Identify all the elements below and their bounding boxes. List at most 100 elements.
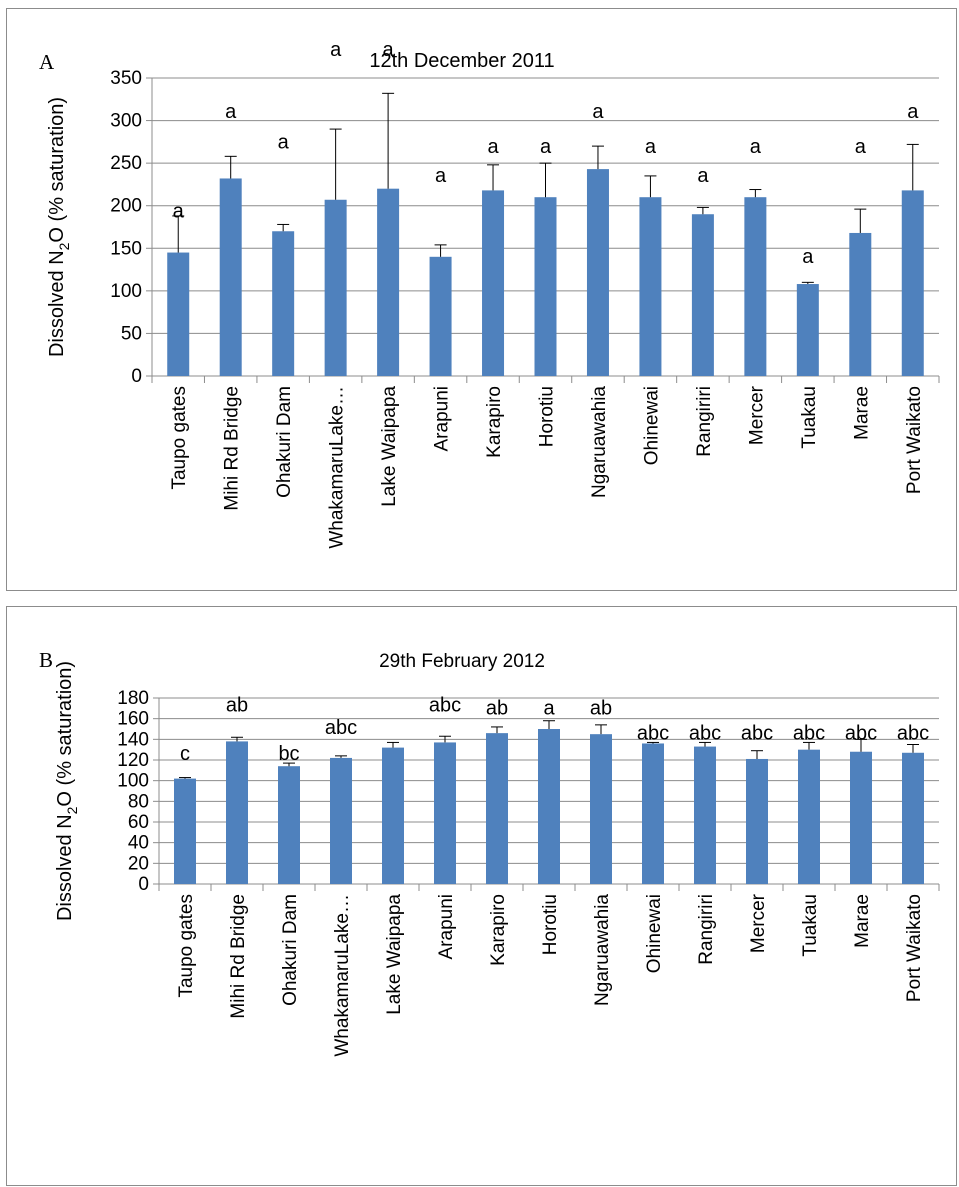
bar	[324, 199, 347, 376]
bar	[377, 188, 400, 376]
x-tick-label: Lake Waipapa	[384, 894, 405, 1015]
chart-title: 29th February 2012	[379, 651, 545, 672]
x-tick-label: Karapiro	[488, 894, 509, 966]
significance-label: ab	[590, 698, 612, 720]
x-tick-label: Ohakuri Dam	[274, 386, 295, 498]
panel-label: B	[39, 648, 53, 672]
panel-label: A	[39, 50, 55, 74]
bar	[429, 256, 452, 376]
significance-label: a	[645, 136, 657, 158]
significance-label: a	[487, 136, 499, 158]
bar	[642, 743, 664, 884]
significance-label: c	[180, 743, 190, 765]
y-tick-label: 160	[117, 709, 149, 730]
x-tick-label: Rangiriri	[696, 894, 717, 965]
y-tick-label: 150	[110, 238, 142, 259]
x-tick-label: Horotiu	[540, 894, 561, 955]
bar	[226, 741, 248, 884]
y-tick-label: 60	[128, 812, 149, 833]
x-tick-label: Arapuni	[436, 894, 457, 960]
x-tick-label: Port Waikato	[904, 894, 925, 1002]
x-tick-label: Ohinewai	[641, 386, 662, 465]
significance-label: abc	[845, 722, 877, 744]
significance-label: abc	[793, 722, 825, 744]
y-axis-label: Dissolved N2O (% saturation)	[46, 97, 72, 357]
significance-label: bc	[278, 743, 299, 765]
x-tick-label: Mercer	[746, 385, 767, 445]
significance-label: a	[383, 39, 395, 61]
bar	[534, 197, 557, 376]
chart-title: 12th December 2011	[369, 50, 554, 72]
y-tick-label: 140	[117, 729, 149, 750]
x-tick-label: Rangiriri	[694, 386, 715, 457]
significance-label: a	[330, 39, 342, 61]
significance-label: a	[855, 136, 867, 158]
bar	[639, 197, 662, 376]
significance-label: a	[225, 101, 237, 123]
bar	[278, 766, 300, 884]
y-tick-label: 50	[121, 323, 142, 344]
x-tick-label: Ngaruawahia	[589, 386, 610, 498]
bar	[694, 746, 716, 884]
significance-label: a	[435, 165, 447, 187]
significance-label: a	[278, 132, 290, 154]
chart-a: A 12th December 2011 0 50 100 150 200 250 300 350…	[39, 39, 940, 549]
x-tick-label: Ngaruawahia	[592, 894, 613, 1006]
bar	[849, 232, 872, 376]
y-tick-label: 20	[128, 853, 149, 874]
significance-label: abc	[429, 694, 461, 716]
bar	[901, 190, 924, 376]
x-tick-label: Horotiu	[537, 386, 558, 447]
x-tick-label: Karapiro	[484, 386, 505, 458]
chart-b: B 29th February 2012 020406080100120140160…	[39, 648, 940, 1057]
y-tick-label: 100	[117, 771, 149, 792]
bar	[219, 178, 242, 376]
y-tick-label: 300	[110, 111, 142, 132]
x-tick-label: Lake Waipapa	[379, 386, 400, 507]
x-tick-label: Mihi Rd Bridge	[228, 894, 249, 1019]
bar	[538, 729, 560, 884]
bar	[590, 734, 612, 884]
y-tick-label: 0	[131, 366, 142, 387]
significance-label: a	[907, 101, 919, 123]
x-tick-label: WhakamaruLake…	[332, 894, 353, 1057]
bar	[482, 190, 505, 376]
bar	[798, 749, 820, 884]
significance-label: ab	[226, 694, 248, 716]
y-axis-label: Dissolved N2O (% saturation)	[54, 661, 80, 921]
bar	[434, 742, 456, 884]
significance-label: ab	[486, 698, 508, 720]
bar	[902, 752, 924, 884]
bar	[167, 252, 190, 376]
y-tick-label: 40	[128, 833, 149, 854]
y-tick-label: 0	[138, 874, 149, 895]
bar	[691, 214, 714, 376]
y-tick-label: 80	[128, 791, 149, 812]
y-tick-label: 120	[117, 750, 149, 771]
bar	[586, 169, 609, 376]
x-tick-label: Mihi Rd Bridge	[222, 386, 243, 511]
bar	[746, 758, 768, 884]
significance-label: abc	[897, 722, 929, 744]
bar	[330, 757, 352, 884]
x-tick-label: Marae	[852, 894, 873, 948]
significance-label: a	[697, 165, 709, 187]
panel-a: A 12th December 2011 0 50 100 150 200 250 300 350…	[6, 8, 957, 591]
significance-label: a	[543, 698, 555, 720]
x-tick-label: Marae	[851, 386, 872, 440]
bar	[796, 284, 819, 376]
x-tick-label: Arapuni	[432, 386, 453, 452]
significance-label: a	[540, 136, 552, 158]
significance-label: a	[173, 201, 185, 223]
bar	[272, 231, 295, 376]
x-tick-label: Tuakau	[800, 894, 821, 957]
bar	[486, 733, 508, 884]
bar	[174, 778, 196, 884]
x-tick-label: Ohakuri Dam	[280, 894, 301, 1006]
x-tick-label: WhakamaruLake…	[327, 386, 348, 549]
significance-label: abc	[637, 722, 669, 744]
x-tick-label: Ohinewai	[644, 894, 665, 973]
y-tick-label: 350	[110, 68, 142, 89]
y-tick-label: 100	[110, 281, 142, 302]
significance-label: abc	[741, 722, 773, 744]
